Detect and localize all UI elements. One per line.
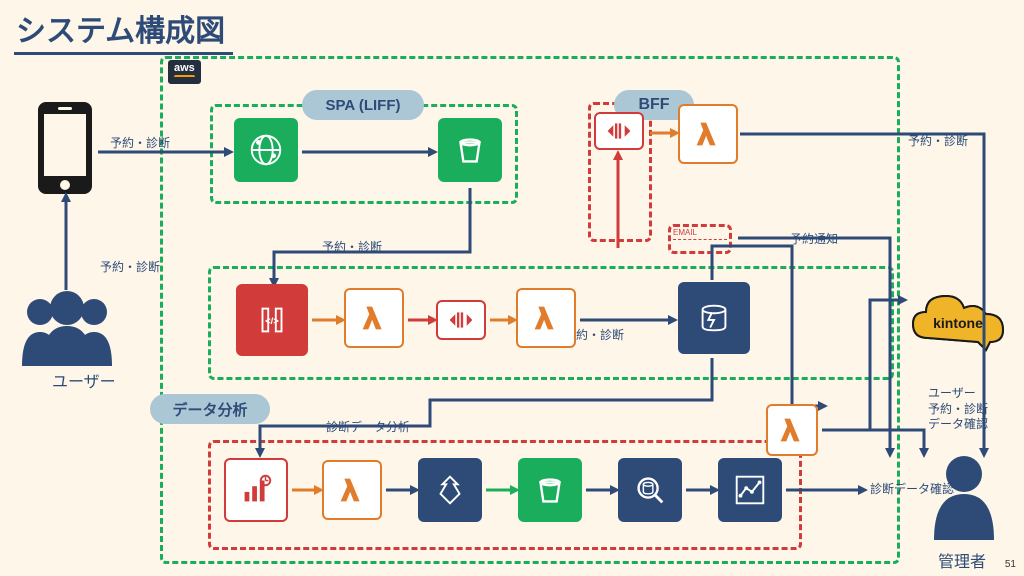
label-user: ユーザー <box>52 368 116 392</box>
service-cw <box>224 458 288 522</box>
service-step_bff <box>436 300 486 340</box>
service-athena <box>618 458 682 522</box>
service-dynamo <box>678 282 750 354</box>
service-s3_spa <box>438 118 502 182</box>
box-analytics <box>208 440 802 550</box>
page-number: 51 <box>1005 559 1016 570</box>
service-lambda4 <box>322 460 382 520</box>
pill-data-text: データ分析 <box>172 399 247 420</box>
label-l8: 診断データ確認 <box>870 480 954 497</box>
service-lambda2 <box>516 288 576 348</box>
label-admin: 管理者 <box>938 548 986 572</box>
users-icon <box>12 290 122 366</box>
pill-bff-text: BFF <box>638 96 669 114</box>
service-quicksight <box>718 458 782 522</box>
label-l5: 予約通知 <box>790 230 838 247</box>
kintone-icon: kintone <box>908 288 1008 361</box>
phone-icon <box>36 100 94 196</box>
label-l7: ユーザー予約・診断データ確認 <box>928 386 988 433</box>
label-l9: 診断データ分析 <box>326 418 410 435</box>
service-glue <box>418 458 482 522</box>
service-stepfn_top <box>594 112 644 150</box>
svg-text:kintone: kintone <box>933 315 983 331</box>
svg-text:</>: </> <box>265 316 279 327</box>
service-s3_data <box>518 458 582 522</box>
service-cloudfront <box>234 118 298 182</box>
label-l6: 予約・診断 <box>908 132 968 149</box>
page-title: システム構成図 <box>14 6 233 55</box>
label-l2: 予約・診断 <box>100 258 160 275</box>
title-text: システム構成図 <box>16 15 225 48</box>
label-l1: 予約・診断 <box>110 134 170 151</box>
box-email: EMAIL <box>668 224 732 254</box>
service-apigw: </> <box>236 284 308 356</box>
label-l3: 予約・診断 <box>322 238 382 255</box>
pill-spa-text: SPA (LIFF) <box>326 97 401 114</box>
pill-data: データ分析 <box>150 394 270 424</box>
service-lambda3 <box>766 404 818 456</box>
service-lambda1 <box>344 288 404 348</box>
pill-spa: SPA (LIFF) <box>302 90 424 120</box>
service-lambda_bff_top <box>678 104 738 164</box>
